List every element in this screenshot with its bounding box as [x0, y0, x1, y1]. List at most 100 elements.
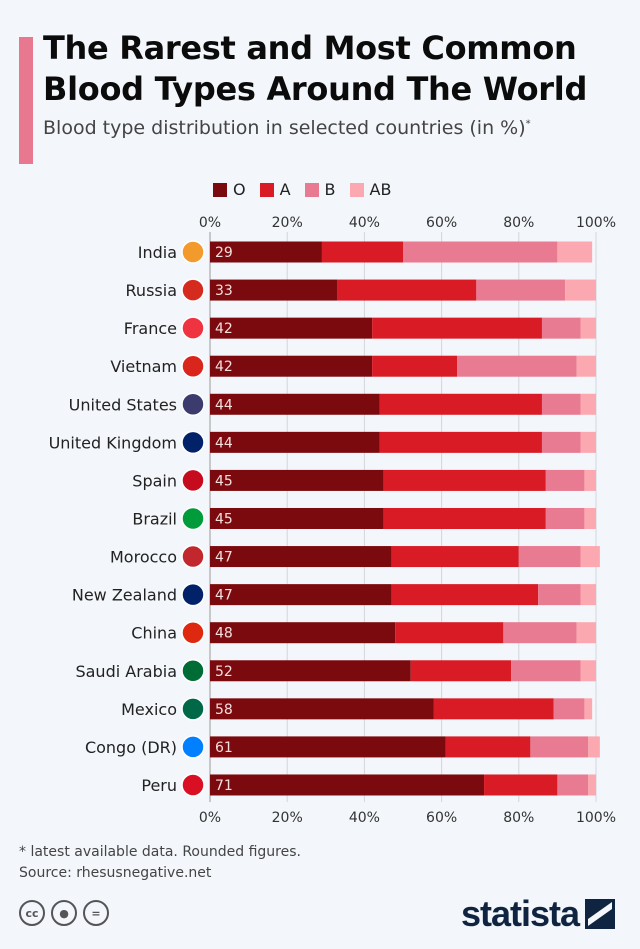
flag-icon: [181, 354, 205, 378]
bar-segment-o: [210, 241, 322, 263]
legend-label-ab: AB: [369, 180, 392, 199]
bar-segment-b: [403, 241, 558, 263]
flag-icon: [181, 544, 205, 569]
legend-label-a: A: [279, 180, 291, 199]
data-label: 47: [215, 550, 233, 566]
chart-title: The Rarest and Most Common Blood Types A…: [43, 28, 587, 110]
footnote: * latest available data. Rounded figures…: [19, 842, 301, 884]
country-label: Peru: [141, 776, 177, 795]
x-tick-label-top: 100%: [576, 215, 616, 231]
country-label: Congo (DR): [85, 738, 177, 757]
bar-segment-o: [210, 431, 380, 453]
country-label: United States: [69, 395, 177, 414]
bar-segment-o: [210, 546, 392, 568]
bar-segment-o: [210, 279, 338, 301]
statista-wordmark: statista: [461, 893, 580, 934]
bar-segment-ab: [565, 279, 596, 301]
flag-icon: [181, 392, 205, 417]
x-tick-label-bottom: 20%: [272, 810, 303, 826]
flag-icon: [181, 659, 205, 683]
bar-segment-a: [391, 546, 519, 568]
bar-segment-o: [210, 660, 411, 682]
bar-segment-b: [530, 736, 589, 758]
x-tick-label-top: 20%: [272, 215, 303, 231]
footnote-source: Source: rhesusnegative.net: [19, 865, 212, 881]
bar-segment-a: [372, 355, 458, 377]
chart-subtitle: Blood type distribution in selected coun…: [43, 117, 531, 139]
bar-segment-a: [383, 507, 546, 529]
bar-segment-ab: [580, 584, 596, 606]
cc-icon: cc: [19, 900, 45, 926]
bar-segment-ab: [557, 241, 593, 263]
footnote-note: * latest available data. Rounded figures…: [19, 844, 301, 860]
bar-segment-a: [379, 431, 542, 453]
bar-segment-a: [395, 622, 504, 644]
country-label: France: [124, 319, 177, 338]
data-label: 42: [215, 321, 233, 337]
bar-segment-o: [210, 393, 380, 415]
flag-icon: [181, 278, 205, 302]
bar-segment-ab: [580, 393, 596, 415]
flag-icon: [181, 773, 205, 797]
x-tick-label-top: 40%: [349, 215, 380, 231]
legend-item-a: A: [259, 180, 291, 199]
bar-segment-ab: [580, 431, 596, 453]
country-label: Morocco: [110, 548, 177, 567]
x-tick-label-top: 60%: [426, 215, 457, 231]
country-label: Spain: [132, 471, 177, 490]
country-label: United Kingdom: [49, 433, 177, 452]
bar-segment-a: [484, 774, 558, 796]
bar-segment-ab: [588, 736, 600, 758]
x-tick-label-bottom: 60%: [426, 810, 457, 826]
flag-icon: [181, 240, 205, 264]
bar-segment-ab: [576, 355, 596, 377]
bar-segment-o: [210, 507, 384, 529]
data-label: 45: [215, 473, 233, 489]
title-line-1: The Rarest and Most Common: [43, 29, 577, 67]
legend-item-b: B: [304, 180, 336, 199]
legend-swatch-o: [213, 182, 227, 197]
bar-segment-b: [476, 279, 566, 301]
flag-icon: [181, 316, 205, 340]
bar-segment-o: [210, 774, 485, 796]
bar-segment-b: [503, 622, 577, 644]
title-accent-bar: [19, 37, 33, 164]
legend-swatch-a: [259, 182, 274, 197]
flag-icon: [181, 430, 205, 455]
data-label: 48: [215, 626, 233, 642]
flag-icon: [181, 620, 205, 645]
bar-segment-o: [210, 469, 384, 491]
bar-segment-o: [210, 584, 392, 606]
bar-segment-o: [210, 317, 373, 339]
bar-segment-a: [433, 698, 554, 720]
bar-segment-a: [383, 469, 546, 491]
bar-segment-o: [210, 736, 446, 758]
flag-icon: [181, 506, 205, 531]
bar-segment-ab: [584, 507, 596, 529]
bar-segment-o: [210, 355, 373, 377]
x-tick-label-bottom: 0%: [199, 810, 221, 826]
data-label: 71: [215, 778, 233, 794]
bar-segment-ab: [580, 546, 600, 568]
data-label: 45: [215, 511, 233, 527]
bar-segment-b: [541, 431, 581, 453]
data-label: 47: [215, 588, 233, 604]
x-tick-label-bottom: 100%: [576, 810, 616, 826]
data-label: 52: [215, 664, 233, 680]
bar-segment-o: [210, 698, 434, 720]
legend-label-o: O: [233, 180, 246, 199]
bar-segment-b: [545, 507, 585, 529]
bar-segment-b: [538, 584, 581, 606]
bar-segment-b: [511, 660, 581, 682]
data-label: 42: [215, 359, 233, 375]
flag-icon: [181, 582, 205, 607]
flag-icon: [181, 697, 205, 721]
statista-logo: statista: [461, 893, 616, 935]
bar-segment-ab: [580, 660, 596, 682]
legend-swatch-b: [304, 182, 319, 197]
bar-segment-a: [445, 736, 531, 758]
data-label: 61: [215, 740, 233, 756]
country-label: Mexico: [121, 700, 177, 719]
data-label: 33: [215, 283, 233, 299]
bar-segment-a: [379, 393, 542, 415]
